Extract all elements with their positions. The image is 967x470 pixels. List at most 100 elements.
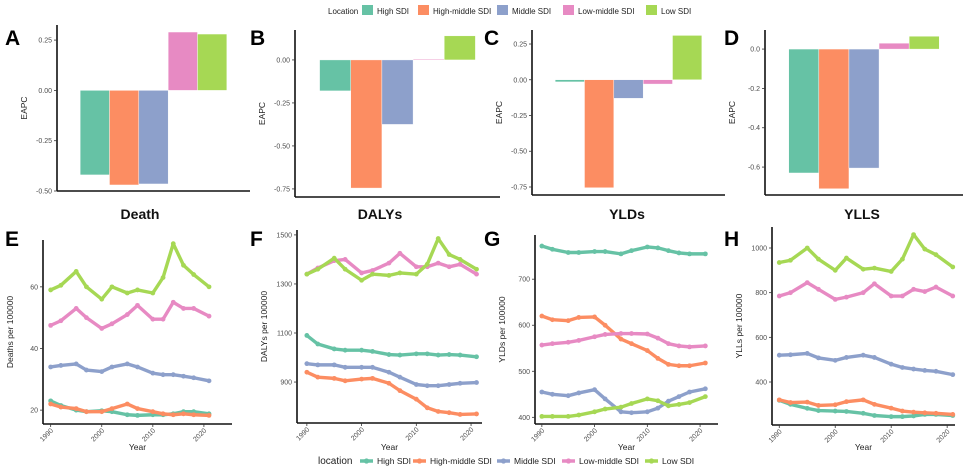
data-point <box>565 339 571 345</box>
bar-middle-sdi <box>848 48 880 169</box>
y-tick-label: 0.00 <box>38 88 52 95</box>
data-point <box>304 271 310 277</box>
panel-title: DALYs <box>358 206 403 222</box>
legend-top: Location High SDI High-middle SDI Middle S… <box>328 5 691 16</box>
y-tick-label: -0.25 <box>36 138 52 145</box>
data-point <box>888 405 894 411</box>
panel-label: C <box>484 27 499 50</box>
data-point <box>592 314 597 320</box>
legend-top-title: Location <box>328 7 358 16</box>
data-point <box>576 338 582 343</box>
data-point <box>84 284 89 290</box>
data-point <box>150 290 156 296</box>
series-high-middle-sdi <box>776 397 956 417</box>
data-point <box>206 412 212 418</box>
data-point <box>550 341 555 347</box>
data-point <box>58 282 64 288</box>
data-point <box>629 410 634 416</box>
y-tick-label: 600 <box>755 335 767 342</box>
bar-low-middle-sdi <box>642 79 673 85</box>
y-tick-label: 800 <box>755 290 767 297</box>
y-tick-label: -0.50 <box>36 189 52 196</box>
data-point <box>565 318 571 324</box>
data-point <box>539 313 545 319</box>
data-point <box>424 405 430 411</box>
data-point <box>776 260 782 265</box>
data-point <box>804 351 810 356</box>
data-point <box>124 361 130 367</box>
legend-label: Middle SDI <box>514 456 556 466</box>
data-point <box>644 331 650 337</box>
y-tick-label: 700 <box>518 277 530 284</box>
data-point <box>99 326 105 331</box>
data-point <box>592 249 597 254</box>
bar-low-sdi <box>672 35 703 80</box>
series-low-sdi <box>304 236 479 283</box>
data-point <box>676 402 682 407</box>
y-tick-label: -0.50 <box>274 143 290 150</box>
data-point <box>370 268 375 273</box>
data-point <box>181 262 186 268</box>
data-point <box>539 243 545 249</box>
data-point <box>860 410 866 416</box>
data-point <box>565 250 571 255</box>
data-point <box>816 403 821 408</box>
data-point <box>950 264 956 270</box>
series-middle-sdi <box>304 361 479 389</box>
data-point <box>84 367 89 373</box>
panel-title: YLDs <box>609 206 645 222</box>
data-point <box>160 316 166 322</box>
data-point <box>446 410 452 416</box>
data-point <box>776 352 782 358</box>
data-point <box>413 271 419 277</box>
legend-swatch <box>563 5 574 15</box>
series-line <box>50 362 210 383</box>
y-tick-label: 1100 <box>277 330 292 337</box>
data-point <box>150 409 156 415</box>
data-point <box>135 302 140 308</box>
data-point <box>315 374 321 380</box>
series-high-sdi <box>539 243 708 257</box>
data-point <box>457 257 463 262</box>
data-point <box>109 364 115 370</box>
x-tick-label: 2020 <box>936 428 952 444</box>
bar-high-sdi <box>319 59 351 92</box>
data-point <box>124 290 130 296</box>
y-axis-label: YLDs per 100000 <box>497 296 507 362</box>
data-point <box>539 414 545 419</box>
series-line <box>49 300 210 331</box>
data-point <box>816 286 821 292</box>
data-point <box>933 410 939 416</box>
legend-swatch <box>646 5 657 15</box>
y-tick-label: 0.00 <box>276 57 290 64</box>
data-point <box>135 364 140 370</box>
legend-dot <box>648 458 655 464</box>
data-point <box>413 382 419 387</box>
series-line <box>541 387 706 415</box>
x-axis-label: Year <box>855 442 872 452</box>
series-line <box>306 236 478 282</box>
data-point <box>124 412 130 418</box>
data-point <box>687 344 692 350</box>
data-point <box>666 361 671 367</box>
data-point <box>655 405 661 411</box>
data-point <box>457 261 463 267</box>
data-point <box>676 363 682 369</box>
x-axis-label: Year <box>618 442 635 452</box>
legend-label: High SDI <box>377 7 409 16</box>
bar-low-middle-sdi <box>878 42 910 50</box>
data-point <box>413 396 419 402</box>
data-point <box>304 333 310 338</box>
data-point <box>860 266 866 272</box>
y-tick-label: -0.4 <box>748 125 760 132</box>
data-point <box>644 409 650 415</box>
data-point <box>160 275 166 281</box>
bar-low-sdi <box>444 35 476 61</box>
y-tick-label: 1500 <box>276 232 292 239</box>
data-point <box>933 368 939 374</box>
data-point <box>592 387 597 393</box>
data-point <box>666 341 671 347</box>
data-point <box>933 284 939 290</box>
